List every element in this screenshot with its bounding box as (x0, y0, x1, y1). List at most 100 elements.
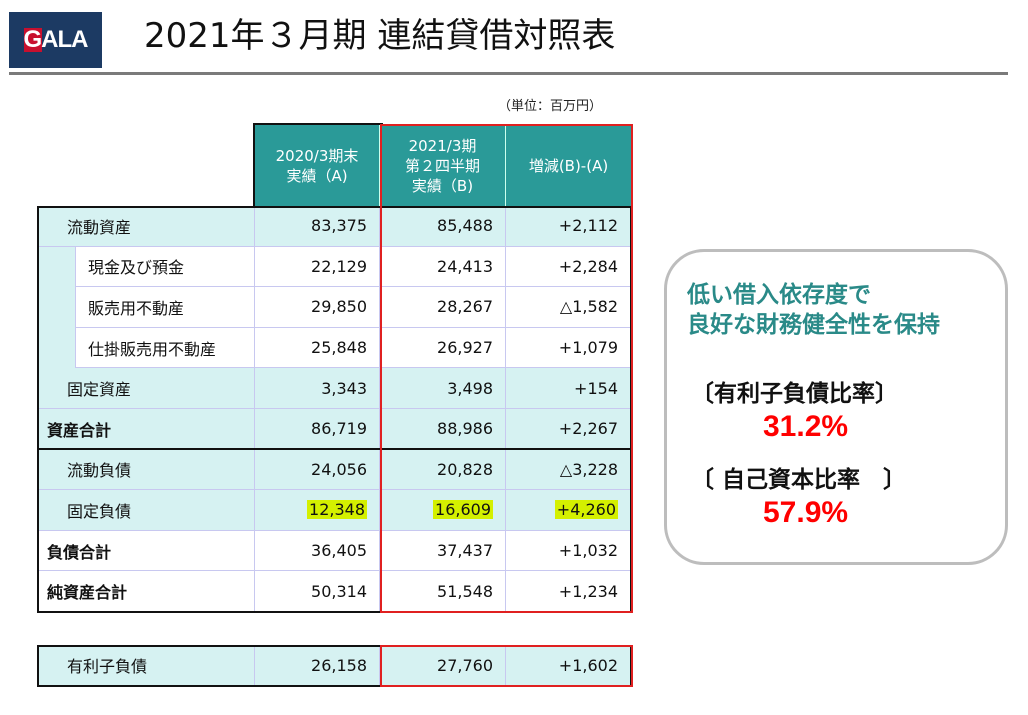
cell-a: 86,719 (255, 409, 380, 450)
table-row: 純資産合計 50,314 51,548 +1,234 (37, 571, 631, 612)
callout-headline: 低い借入依存度で 良好な財務健全性を保持 (687, 282, 940, 338)
value-a: 25,848 (311, 338, 367, 358)
cell-b: 37,437 (380, 530, 506, 572)
interest-bearing-debt-ratio-label: 〔有利子負債比率〕 (691, 381, 898, 407)
cell-diff: +2,112 (506, 206, 631, 247)
table-row: 資産合計 86,719 88,986 +2,267 (37, 409, 631, 450)
column-header-diff: 増減(B)-(A) (506, 125, 631, 206)
value-b: 85,488 (437, 216, 493, 236)
cell-b: 24,413 (380, 246, 506, 288)
equity-ratio-value: 57.9% (763, 496, 849, 529)
value-a: 83,375 (311, 216, 367, 236)
cell-a: 24,056 (255, 449, 380, 491)
cell-a: 50,314 (255, 571, 380, 612)
value-diff: +2,267 (558, 419, 618, 439)
cell-a: 22,129 (255, 246, 380, 288)
row-label: 販売用不動産 (75, 287, 255, 328)
value-a: 36,405 (311, 541, 367, 561)
cell-diff: △3,228 (506, 449, 631, 491)
value-diff: +2,284 (558, 256, 618, 276)
equity-ratio-label: 〔 自己資本比率 〕 (691, 467, 907, 493)
cell-a: 26,158 (255, 645, 380, 686)
unit-label: （単位：百万円） (498, 99, 603, 114)
row-label: 負債合計 (37, 530, 255, 572)
cell-a: 29,850 (255, 287, 380, 328)
value-b: 88,986 (437, 419, 493, 439)
table-row: 固定負債 12,348 16,609 +4,260 (37, 490, 631, 531)
value-b: 51,548 (437, 581, 493, 601)
cell-diff: +154 (506, 368, 631, 409)
value-a: 22,129 (311, 256, 367, 276)
callout-box: 低い借入依存度で 良好な財務健全性を保持 〔有利子負債比率〕 31.2% 〔 自… (664, 249, 1008, 565)
indent-spacer (37, 246, 75, 288)
table-row: 固定資産 3,343 3,498 +154 (37, 368, 631, 409)
value-b: 3,498 (447, 378, 493, 398)
value-a: 12,348 (307, 500, 367, 520)
row-label: 純資産合計 (37, 571, 255, 612)
cell-diff: +1,234 (506, 571, 631, 612)
value-diff: +2,112 (558, 216, 618, 236)
cell-b: 16,609 (380, 490, 506, 531)
table-row: 流動負債 24,056 20,828 △3,228 (37, 449, 631, 491)
row-label: 資産合計 (37, 409, 255, 450)
table-row: 販売用不動産 29,850 28,267 △1,582 (37, 287, 631, 328)
cell-diff: +2,267 (506, 409, 631, 450)
value-a: 24,056 (311, 459, 367, 479)
cell-b: 85,488 (380, 206, 506, 247)
row-label: 固定資産 (37, 368, 255, 409)
value-b: 27,760 (437, 655, 493, 675)
table-row: 仕掛販売用不動産 25,848 26,927 +1,079 (37, 327, 631, 369)
cell-diff: +1,602 (506, 645, 631, 686)
value-b: 24,413 (437, 256, 493, 276)
cell-a: 36,405 (255, 530, 380, 572)
value-a: 3,343 (321, 378, 367, 398)
cell-b: 28,267 (380, 287, 506, 328)
table-row: 現金及び預金 22,129 24,413 +2,284 (37, 246, 631, 288)
cell-b: 51,548 (380, 571, 506, 612)
value-diff: △1,582 (559, 297, 618, 317)
indent-spacer (37, 327, 75, 369)
row-label: 現金及び預金 (75, 246, 255, 288)
table-row: 負債合計 36,405 37,437 +1,032 (37, 530, 631, 572)
column-header-b: 2021/3期 第２四半期 実績（B) (380, 125, 506, 206)
cell-b: 3,498 (380, 368, 506, 409)
cell-diff: +1,079 (506, 327, 631, 369)
column-header-a: 2020/3期末 実績（A) (255, 125, 380, 206)
value-a: 26,158 (311, 655, 367, 675)
value-diff: +154 (574, 378, 618, 398)
cell-a: 3,343 (255, 368, 380, 409)
value-a: 50,314 (311, 581, 367, 601)
cell-b: 88,986 (380, 409, 506, 450)
cell-diff: +1,032 (506, 530, 631, 572)
value-b: 37,437 (437, 541, 493, 561)
logo-text: GALA (23, 26, 89, 53)
value-diff: +1,234 (558, 581, 618, 601)
table-row: 流動資産 83,375 85,488 +2,112 (37, 206, 631, 247)
value-a: 86,719 (311, 419, 367, 439)
value-b: 26,927 (437, 338, 493, 358)
indent-spacer (37, 287, 75, 328)
table-row: 有利子負債 26,158 27,760 +1,602 (37, 645, 631, 686)
gala-logo: GALA (9, 12, 102, 68)
cell-diff: △1,582 (506, 287, 631, 328)
cell-a: 25,848 (255, 327, 380, 369)
row-label: 流動資産 (37, 206, 255, 247)
value-diff: +4,260 (554, 500, 618, 520)
cell-b: 27,760 (380, 645, 506, 686)
page-title: 2021年３月期 連結貸借対照表 (144, 16, 616, 56)
value-diff: △3,228 (559, 459, 618, 479)
interest-bearing-debt-ratio-value: 31.2% (763, 410, 849, 443)
title-divider (9, 72, 1008, 75)
row-label: 固定負債 (37, 490, 255, 531)
value-diff: +1,602 (558, 655, 618, 675)
value-b: 28,267 (437, 297, 493, 317)
cell-b: 26,927 (380, 327, 506, 369)
value-b: 20,828 (437, 459, 493, 479)
value-diff: +1,032 (558, 541, 618, 561)
value-diff: +1,079 (558, 338, 618, 358)
cell-a: 83,375 (255, 206, 380, 247)
row-label: 流動負債 (37, 449, 255, 491)
cell-diff: +4,260 (506, 490, 631, 531)
value-b: 16,609 (433, 500, 493, 520)
